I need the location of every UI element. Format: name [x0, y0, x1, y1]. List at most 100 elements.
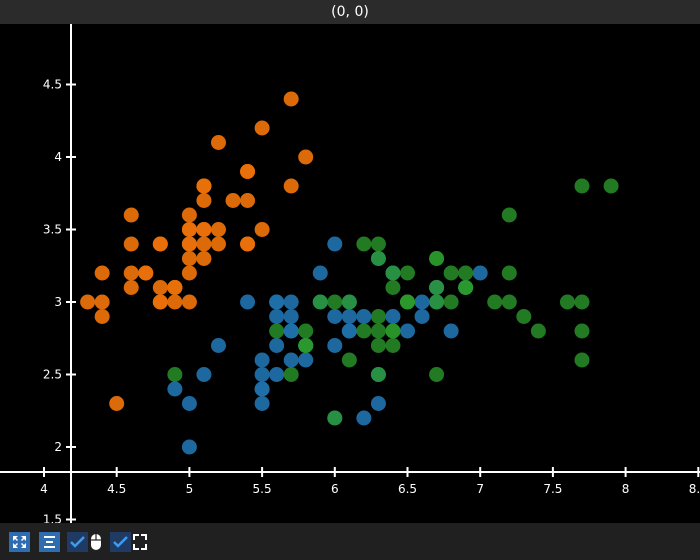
- data-point: [283, 367, 299, 382]
- y-tick-label: 2.5: [43, 368, 62, 382]
- x-tick-label: 4.5: [107, 482, 126, 496]
- data-point: [414, 294, 430, 310]
- data-point: [181, 236, 197, 252]
- x-tick-label: 8: [622, 482, 630, 496]
- data-point: [385, 338, 401, 353]
- data-point: [138, 265, 154, 281]
- align-button[interactable]: [39, 532, 60, 552]
- data-point: [429, 251, 445, 266]
- data-point: [385, 265, 401, 281]
- data-point: [429, 280, 445, 295]
- data-point: [123, 207, 139, 223]
- data-point: [312, 265, 328, 281]
- data-point: [283, 352, 299, 368]
- data-point: [400, 294, 415, 310]
- data-point: [341, 309, 357, 324]
- x-tick-label: 6: [331, 482, 339, 496]
- y-tick-label: 4.5: [43, 78, 62, 92]
- data-point: [196, 367, 212, 382]
- data-point: [559, 294, 575, 310]
- data-point: [458, 280, 474, 295]
- data-point: [269, 323, 285, 339]
- data-point: [167, 294, 183, 310]
- data-point: [298, 338, 314, 353]
- data-point: [196, 222, 212, 237]
- data-point: [443, 323, 459, 339]
- data-point: [370, 309, 386, 324]
- fullscreen-button[interactable]: [132, 532, 148, 552]
- data-point: [152, 294, 168, 310]
- data-point: [341, 323, 357, 339]
- data-point: [327, 294, 343, 310]
- x-tick-label: 7: [476, 482, 484, 496]
- data-point: [298, 352, 314, 368]
- data-point: [240, 236, 256, 252]
- data-point: [574, 352, 590, 368]
- toggle-checkbox-2[interactable]: [110, 532, 131, 552]
- data-point: [123, 280, 139, 295]
- fullscreen-icon: [133, 534, 147, 550]
- data-point: [327, 236, 343, 252]
- data-point: [283, 323, 299, 339]
- data-point: [254, 120, 270, 136]
- data-point: [240, 164, 256, 179]
- data-point: [181, 294, 197, 310]
- data-point: [574, 323, 590, 339]
- data-point: [516, 309, 532, 324]
- data-point: [283, 178, 299, 194]
- data-point: [210, 236, 226, 252]
- data-point: [240, 193, 256, 208]
- data-point: [210, 135, 226, 150]
- data-point: [429, 294, 445, 310]
- data-point: [385, 280, 401, 295]
- data-point: [94, 309, 110, 324]
- fit-all-icon: [13, 536, 26, 548]
- data-point: [196, 236, 212, 252]
- data-point: [167, 367, 183, 382]
- y-tick-label: 1.5: [43, 513, 62, 524]
- mouse-toggle[interactable]: [89, 532, 103, 552]
- data-point: [269, 338, 285, 353]
- data-point: [167, 381, 183, 397]
- plot-area[interactable]: 4 4.5 5 5.5 6 6.5 7 7.5 8 8.5 1.5 2 2.5 3 3.5 4 4.5: [0, 24, 700, 527]
- scatter-chart[interactable]: 4 4.5 5 5.5 6 6.5 7 7.5 8 8.5 1.5 2 2.5 3 3.5 4 4.5: [0, 24, 700, 527]
- y-tick-label: 4: [54, 150, 62, 164]
- data-point: [254, 352, 270, 368]
- data-point: [254, 381, 270, 397]
- align-center-icon: [44, 536, 55, 548]
- data-point: [196, 178, 212, 194]
- data-point: [370, 396, 386, 411]
- data-point: [385, 323, 401, 339]
- data-point: [94, 265, 110, 281]
- toggle-checkbox-1[interactable]: [67, 532, 88, 552]
- data-point: [414, 309, 430, 324]
- data-point: [429, 367, 445, 382]
- data-point: [472, 265, 488, 281]
- data-point: [400, 323, 415, 339]
- data-point: [370, 236, 386, 252]
- data-point: [530, 323, 546, 339]
- checkmark-icon: [113, 536, 128, 548]
- data-point: [109, 396, 125, 411]
- data-point: [152, 236, 168, 252]
- x-tick-label: 5.5: [253, 482, 272, 496]
- data-point: [327, 410, 343, 426]
- mouse-icon: [91, 534, 101, 550]
- data-point: [370, 323, 386, 339]
- data-point: [269, 367, 285, 382]
- points-layer: [80, 91, 619, 455]
- data-point: [196, 251, 212, 266]
- data-point: [603, 178, 619, 194]
- data-point: [254, 396, 270, 411]
- fit-all-button[interactable]: [9, 532, 30, 552]
- data-point: [385, 309, 401, 324]
- data-point: [356, 309, 372, 324]
- x-tick-label: 8.5: [689, 482, 700, 496]
- data-point: [356, 323, 372, 339]
- data-point: [341, 352, 357, 368]
- data-point: [123, 236, 139, 252]
- data-point: [181, 265, 197, 281]
- data-point: [501, 294, 517, 310]
- data-point: [181, 207, 197, 223]
- data-point: [167, 280, 183, 295]
